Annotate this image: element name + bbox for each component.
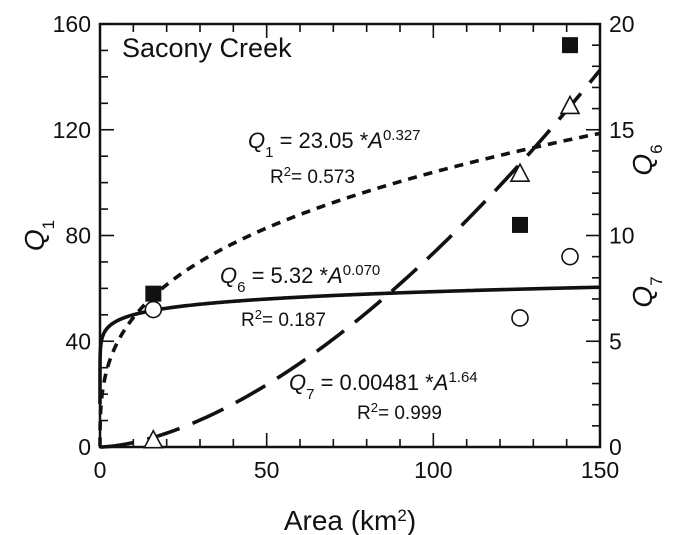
fit-curve-q6 — [98, 285, 601, 405]
data-point-q1 — [562, 37, 578, 54]
y-right-tick-label: 5 — [609, 328, 622, 354]
data-point-q6 — [511, 309, 529, 327]
y-left-tick-label: 160 — [53, 11, 91, 37]
r-squared-q1: R2= 0.573 — [270, 164, 355, 189]
fit-curves — [98, 68, 602, 449]
r-squared-q6: R2= 0.187 — [241, 307, 326, 332]
y-right-tick-label: 10 — [609, 223, 635, 249]
y-right-tick-label: 15 — [609, 117, 635, 143]
y-left-tick-label: 40 — [65, 328, 91, 354]
y-left-axis-title: Q1 — [19, 220, 58, 251]
labels: Sacony Creek Area (km2) Q1 Q6 Q7 Q1 = 23.05 … — [19, 33, 666, 535]
data-point-q7 — [509, 162, 531, 182]
y-right-tick-label: 20 — [609, 11, 635, 37]
data-point-q6 — [144, 300, 163, 319]
fit-curve-q7 — [100, 68, 602, 449]
y-right-axis-title: Q7 — [627, 276, 666, 307]
data-point-q1 — [145, 285, 162, 302]
y-left-tick-label: 0 — [78, 434, 91, 460]
x-tick-label: 0 — [94, 457, 107, 483]
r-squared-q7: R2= 0.999 — [357, 400, 442, 425]
y-left-tick-label: 120 — [53, 117, 91, 143]
equation-q6: Q6 = 5.32 *A0.070 — [220, 262, 380, 296]
x-tick-label: 50 — [254, 457, 280, 483]
x-tick-label: 100 — [414, 457, 452, 483]
data-point-q7 — [143, 428, 164, 449]
y-left-tick-label: 80 — [65, 223, 91, 249]
equation-q1: Q1 = 23.05 *A0.327 — [248, 127, 421, 161]
data-points — [143, 37, 581, 449]
chart-title: Sacony Creek — [122, 33, 292, 63]
x-axis-title: Area (km2) — [284, 505, 416, 535]
data-point-q6 — [561, 247, 579, 266]
equation-q7: Q7 = 0.00481 *A1.64 — [289, 369, 478, 403]
x-tick-label: 150 — [581, 457, 619, 483]
data-point-q1 — [512, 216, 528, 233]
y-right-axis-title: Q6 — [627, 144, 666, 175]
y-right-tick-label: 0 — [609, 434, 622, 460]
data-point-q7 — [559, 94, 581, 115]
fit-curve-q1 — [98, 131, 601, 447]
